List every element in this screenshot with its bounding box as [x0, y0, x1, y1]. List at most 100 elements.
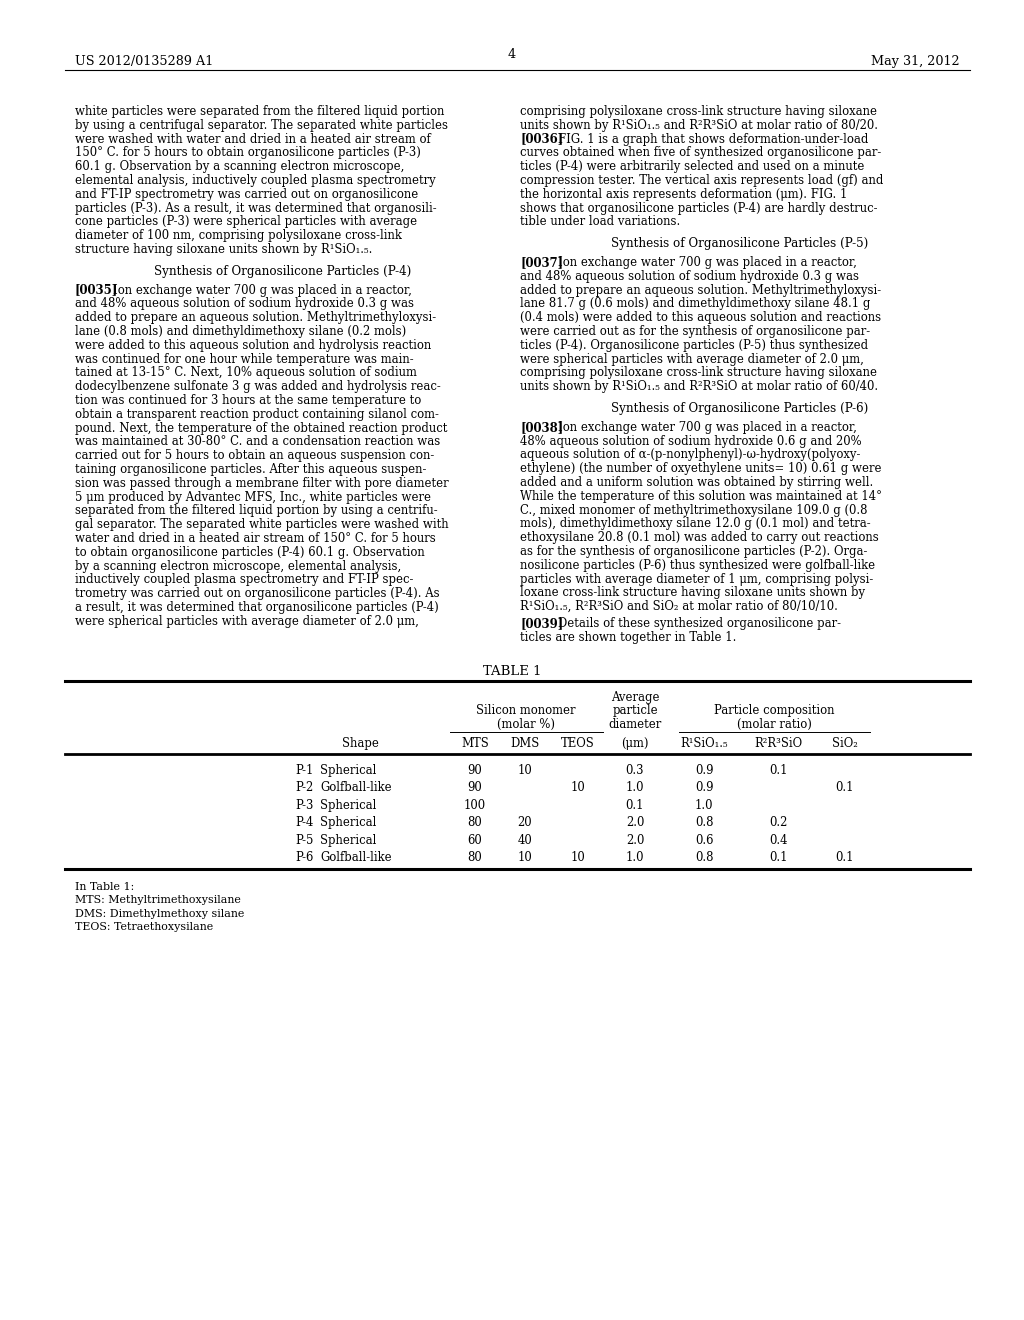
Text: particles with average diameter of 1 μm, comprising polysi-: particles with average diameter of 1 μm,…	[520, 573, 873, 586]
Text: 1.0: 1.0	[626, 851, 644, 865]
Text: Spherical: Spherical	[319, 799, 377, 812]
Text: 20: 20	[518, 816, 532, 829]
Text: gal separator. The separated white particles were washed with: gal separator. The separated white parti…	[75, 519, 449, 531]
Text: FIG. 1 is a graph that shows deformation-under-load: FIG. 1 is a graph that shows deformation…	[558, 132, 868, 145]
Text: particles (P-3). As a result, it was determined that organosili-: particles (P-3). As a result, it was det…	[75, 202, 436, 215]
Text: water and dried in a heated air stream of 150° C. for 5 hours: water and dried in a heated air stream o…	[75, 532, 436, 545]
Text: 2.0: 2.0	[626, 834, 644, 847]
Text: [0036]: [0036]	[520, 132, 563, 145]
Text: Ion exchange water 700 g was placed in a reactor,: Ion exchange water 700 g was placed in a…	[558, 256, 857, 269]
Text: tion was continued for 3 hours at the same temperature to: tion was continued for 3 hours at the sa…	[75, 393, 421, 407]
Text: P-6: P-6	[295, 851, 313, 865]
Text: May 31, 2012: May 31, 2012	[871, 55, 961, 69]
Text: P-5: P-5	[295, 834, 313, 847]
Text: and FT-IP spectrometry was carried out on organosilicone: and FT-IP spectrometry was carried out o…	[75, 187, 418, 201]
Text: Synthesis of Organosilicone Particles (P-6): Synthesis of Organosilicone Particles (P…	[611, 403, 868, 414]
Text: MTS: MTS	[461, 737, 488, 750]
Text: a result, it was determined that organosilicone particles (P-4): a result, it was determined that organos…	[75, 601, 438, 614]
Text: 80: 80	[468, 816, 482, 829]
Text: 5 μm produced by Advantec MFS, Inc., white particles were: 5 μm produced by Advantec MFS, Inc., whi…	[75, 491, 431, 504]
Text: TEOS: Tetraethoxysilane: TEOS: Tetraethoxysilane	[75, 923, 213, 932]
Text: curves obtained when five of synthesized organosilicone par-: curves obtained when five of synthesized…	[520, 147, 882, 160]
Text: 10: 10	[517, 764, 532, 776]
Text: ticles (P-4). Organosilicone particles (P-5) thus synthesized: ticles (P-4). Organosilicone particles (…	[520, 339, 868, 352]
Text: 0.8: 0.8	[694, 816, 714, 829]
Text: 100: 100	[464, 799, 486, 812]
Text: Particle composition: Particle composition	[714, 705, 835, 717]
Text: ticles (P-4) were arbitrarily selected and used on a minute: ticles (P-4) were arbitrarily selected a…	[520, 160, 864, 173]
Text: comprising polysiloxane cross-link structure having siloxane: comprising polysiloxane cross-link struc…	[520, 367, 877, 379]
Text: were carried out as for the synthesis of organosilicone par-: were carried out as for the synthesis of…	[520, 325, 870, 338]
Text: added to prepare an aqueous solution. Methyltrimethyloxysi-: added to prepare an aqueous solution. Me…	[75, 312, 436, 325]
Text: Silicon monomer: Silicon monomer	[476, 705, 575, 717]
Text: MTS: Methyltrimethoxysilane: MTS: Methyltrimethoxysilane	[75, 895, 241, 906]
Text: were spherical particles with average diameter of 2.0 μm,: were spherical particles with average di…	[75, 615, 419, 628]
Text: 40: 40	[517, 834, 532, 847]
Text: R¹SiO₁.₅, R²R³SiO and SiO₂ at molar ratio of 80/10/10.: R¹SiO₁.₅, R²R³SiO and SiO₂ at molar rati…	[520, 601, 838, 614]
Text: structure having siloxane units shown by R¹SiO₁.₅.: structure having siloxane units shown by…	[75, 243, 373, 256]
Text: SiO₂: SiO₂	[833, 737, 858, 750]
Text: and 48% aqueous solution of sodium hydroxide 0.3 g was: and 48% aqueous solution of sodium hydro…	[75, 297, 414, 310]
Text: 0.6: 0.6	[694, 834, 714, 847]
Text: TABLE 1: TABLE 1	[482, 664, 542, 677]
Text: Spherical: Spherical	[319, 816, 377, 829]
Text: 0.9: 0.9	[694, 781, 714, 795]
Text: ethoxysilane 20.8 (0.1 mol) was added to carry out reactions: ethoxysilane 20.8 (0.1 mol) was added to…	[520, 531, 879, 544]
Text: Average: Average	[610, 690, 659, 704]
Text: lane 81.7 g (0.6 mols) and dimethyldimethoxy silane 48.1 g: lane 81.7 g (0.6 mols) and dimethyldimet…	[520, 297, 870, 310]
Text: 10: 10	[570, 781, 586, 795]
Text: 2.0: 2.0	[626, 816, 644, 829]
Text: shows that organosilicone particles (P-4) are hardly destruc-: shows that organosilicone particles (P-4…	[520, 202, 878, 215]
Text: Ion exchange water 700 g was placed in a reactor,: Ion exchange water 700 g was placed in a…	[113, 284, 412, 297]
Text: 80: 80	[468, 851, 482, 865]
Text: units shown by R¹SiO₁.₅ and R²R³SiO at molar ratio of 60/40.: units shown by R¹SiO₁.₅ and R²R³SiO at m…	[520, 380, 879, 393]
Text: carried out for 5 hours to obtain an aqueous suspension con-: carried out for 5 hours to obtain an aqu…	[75, 449, 434, 462]
Text: Details of these synthesized organosilicone par-: Details of these synthesized organosilic…	[558, 616, 841, 630]
Text: nosilicone particles (P-6) thus synthesized were golfball-like: nosilicone particles (P-6) thus synthesi…	[520, 558, 876, 572]
Text: pound. Next, the temperature of the obtained reaction product: pound. Next, the temperature of the obta…	[75, 421, 447, 434]
Text: 10: 10	[517, 851, 532, 865]
Text: 60: 60	[468, 834, 482, 847]
Text: 48% aqueous solution of sodium hydroxide 0.6 g and 20%: 48% aqueous solution of sodium hydroxide…	[520, 434, 861, 447]
Text: loxane cross-link structure having siloxane units shown by: loxane cross-link structure having silox…	[520, 586, 865, 599]
Text: Spherical: Spherical	[319, 834, 377, 847]
Text: was continued for one hour while temperature was main-: was continued for one hour while tempera…	[75, 352, 414, 366]
Text: 1.0: 1.0	[626, 781, 644, 795]
Text: [0038]: [0038]	[520, 421, 563, 434]
Text: by using a centrifugal separator. The separated white particles: by using a centrifugal separator. The se…	[75, 119, 449, 132]
Text: trometry was carried out on organosilicone particles (P-4). As: trometry was carried out on organosilico…	[75, 587, 439, 601]
Text: Synthesis of Organosilicone Particles (P-5): Synthesis of Organosilicone Particles (P…	[611, 238, 868, 251]
Text: P-4: P-4	[295, 816, 313, 829]
Text: were added to this aqueous solution and hydrolysis reaction: were added to this aqueous solution and …	[75, 339, 431, 352]
Text: diameter: diameter	[608, 718, 662, 731]
Text: While the temperature of this solution was maintained at 14°: While the temperature of this solution w…	[520, 490, 882, 503]
Text: 0.1: 0.1	[836, 781, 854, 795]
Text: tained at 13-15° C. Next, 10% aqueous solution of sodium: tained at 13-15° C. Next, 10% aqueous so…	[75, 367, 417, 379]
Text: particle: particle	[612, 705, 657, 717]
Text: (molar ratio): (molar ratio)	[736, 718, 811, 731]
Text: P-3: P-3	[295, 799, 313, 812]
Text: DMS: Dimethylmethoxy silane: DMS: Dimethylmethoxy silane	[75, 908, 245, 919]
Text: obtain a transparent reaction product containing silanol com-: obtain a transparent reaction product co…	[75, 408, 439, 421]
Text: [0039]: [0039]	[520, 616, 563, 630]
Text: Synthesis of Organosilicone Particles (P-4): Synthesis of Organosilicone Particles (P…	[154, 265, 411, 277]
Text: 90: 90	[468, 764, 482, 776]
Text: units shown by R¹SiO₁.₅ and R²R³SiO at molar ratio of 80/20.: units shown by R¹SiO₁.₅ and R²R³SiO at m…	[520, 119, 878, 132]
Text: elemental analysis, inductively coupled plasma spectrometry: elemental analysis, inductively coupled …	[75, 174, 436, 187]
Text: ticles are shown together in Table 1.: ticles are shown together in Table 1.	[520, 631, 736, 644]
Text: cone particles (P-3) were spherical particles with average: cone particles (P-3) were spherical part…	[75, 215, 417, 228]
Text: added and a uniform solution was obtained by stirring well.: added and a uniform solution was obtaine…	[520, 477, 873, 488]
Text: the horizontal axis represents deformation (μm). FIG. 1: the horizontal axis represents deformati…	[520, 187, 848, 201]
Text: 0.8: 0.8	[694, 851, 714, 865]
Text: 0.9: 0.9	[694, 764, 714, 776]
Text: tible under load variations.: tible under load variations.	[520, 215, 680, 228]
Text: ethylene) (the number of oxyethylene units= 10) 0.61 g were: ethylene) (the number of oxyethylene uni…	[520, 462, 882, 475]
Text: 0.2: 0.2	[769, 816, 787, 829]
Text: R²R³SiO: R²R³SiO	[754, 737, 802, 750]
Text: 0.3: 0.3	[626, 764, 644, 776]
Text: and 48% aqueous solution of sodium hydroxide 0.3 g was: and 48% aqueous solution of sodium hydro…	[520, 269, 859, 282]
Text: added to prepare an aqueous solution. Methyltrimethyloxysi-: added to prepare an aqueous solution. Me…	[520, 284, 881, 297]
Text: Golfball-like: Golfball-like	[319, 851, 391, 865]
Text: mols), dimethyldimethoxy silane 12.0 g (0.1 mol) and tetra-: mols), dimethyldimethoxy silane 12.0 g (…	[520, 517, 870, 531]
Text: Spherical: Spherical	[319, 764, 377, 776]
